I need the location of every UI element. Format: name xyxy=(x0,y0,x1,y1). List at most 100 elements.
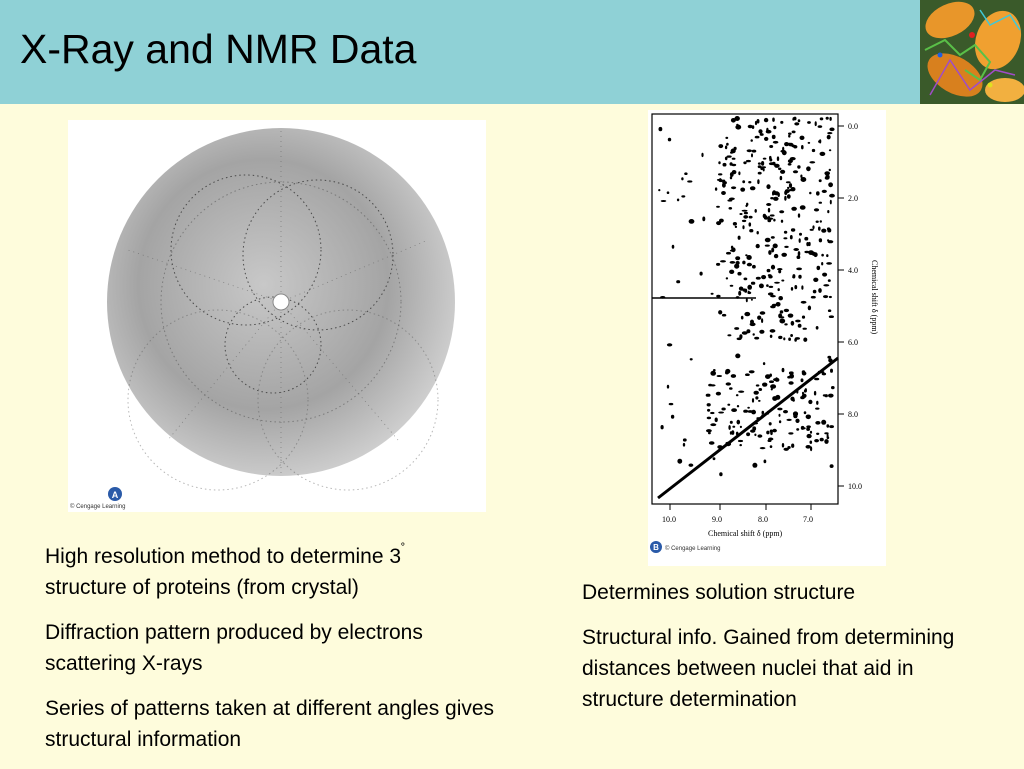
nmr-peak xyxy=(769,429,773,433)
nmr-peak xyxy=(772,428,777,433)
nmr-peak xyxy=(743,161,747,165)
nmr-peak xyxy=(768,250,772,255)
nmr-peak xyxy=(729,176,733,180)
nmr-peak xyxy=(724,156,728,161)
nmr-peak xyxy=(806,242,810,247)
nmr-peak xyxy=(797,213,801,218)
nmr-peak xyxy=(795,319,801,323)
nmr-peak xyxy=(805,414,811,420)
nmr-peak xyxy=(731,157,736,160)
nmr-peak xyxy=(777,288,780,292)
nmr-peak xyxy=(746,262,752,267)
nmr-peak xyxy=(660,200,667,202)
nmr-peak xyxy=(710,370,716,376)
nmr-peak xyxy=(800,378,804,383)
nmr-peak xyxy=(821,189,827,193)
nmr-peak xyxy=(822,272,828,277)
figure-a-badge-circle xyxy=(108,487,122,501)
nmr-peak xyxy=(739,425,742,429)
nmr-y-tick: 0.0 xyxy=(848,122,858,131)
nmr-peak xyxy=(706,416,712,420)
nmr-peak xyxy=(729,387,733,390)
nmr-peak xyxy=(701,152,704,158)
nmr-peak xyxy=(713,369,716,372)
nmr-peak xyxy=(770,384,777,389)
nmr-peak xyxy=(737,271,742,276)
nmr-peak xyxy=(721,191,726,195)
nmr-peak xyxy=(780,120,784,124)
nmr-peak xyxy=(772,243,778,249)
nmr-peak xyxy=(737,235,741,240)
nmr-peak xyxy=(707,408,711,412)
nmr-peak xyxy=(769,445,773,448)
nmr-peak xyxy=(763,117,769,123)
nmr-peak xyxy=(769,373,772,377)
nmr-peak xyxy=(781,443,785,448)
nmr-peak xyxy=(751,125,755,129)
nmr-peak xyxy=(778,420,782,424)
nmr-peak xyxy=(764,244,770,247)
nmr-peak xyxy=(808,399,813,405)
nmr-peak xyxy=(773,125,777,130)
nmr-peak xyxy=(817,125,823,128)
nmr-peak xyxy=(784,142,789,147)
nmr-peak xyxy=(735,256,741,261)
nmr-peak xyxy=(722,179,726,185)
nmr-peak xyxy=(778,413,781,417)
nmr-peak xyxy=(801,285,804,290)
nmr-peak xyxy=(785,181,791,184)
nmr-peak xyxy=(800,174,803,178)
nmr-peak xyxy=(770,295,776,298)
nmr-peak xyxy=(803,337,808,342)
nmr-peak xyxy=(749,186,756,191)
nmr-peak xyxy=(813,277,819,282)
nmr-peak xyxy=(805,445,811,449)
nmr-peak xyxy=(824,171,830,176)
nmr-point-2: Structural info. Gained from determining… xyxy=(582,626,955,711)
nmr-peak xyxy=(826,134,831,140)
xray-point-3: Series of patterns taken at different an… xyxy=(45,697,495,751)
nmr-peak xyxy=(729,261,736,264)
nmr-peak xyxy=(718,173,723,176)
nmr-y-tick: 8.0 xyxy=(848,410,858,419)
nmr-peak xyxy=(726,155,732,158)
nmr-peak xyxy=(788,432,794,435)
nmr-peak xyxy=(819,220,822,223)
nmr-peak xyxy=(720,260,726,263)
nmr-peak xyxy=(734,116,740,121)
nmr-peak xyxy=(767,207,771,213)
nmr-peak xyxy=(735,124,742,130)
nmr-peak xyxy=(757,434,763,438)
nmr-peak xyxy=(732,425,736,428)
nmr-peak xyxy=(787,163,792,166)
nmr-peak xyxy=(667,137,672,142)
nmr-peak xyxy=(809,440,813,444)
nmr-peak xyxy=(767,218,772,223)
nmr-peak xyxy=(803,389,807,393)
nmr-peak xyxy=(779,210,785,214)
nmr-peak xyxy=(826,436,830,440)
nmr-peak xyxy=(751,398,755,403)
nmr-peak xyxy=(747,410,754,413)
nmr-peak xyxy=(728,425,731,430)
nmr-peak xyxy=(706,429,712,433)
nmr-peak xyxy=(783,410,788,414)
nmr-peak xyxy=(806,427,810,431)
nmr-peak xyxy=(807,305,812,311)
nmr-peak xyxy=(757,165,762,169)
nmr-peak xyxy=(809,228,814,231)
nmr-peak xyxy=(781,150,787,156)
nmr-peak xyxy=(806,433,812,439)
nmr-peak xyxy=(801,315,806,319)
nmr-peak xyxy=(792,117,797,121)
nmr-peak xyxy=(774,163,780,168)
nmr-peak xyxy=(748,370,755,374)
nmr-peak xyxy=(755,384,760,387)
xray-point-2: Diffraction pattern produced by electron… xyxy=(45,621,423,675)
nmr-peak xyxy=(778,335,783,340)
nmr-peak xyxy=(777,407,783,411)
nmr-peak xyxy=(787,313,794,318)
nmr-peak xyxy=(732,222,737,226)
nmr-peak xyxy=(716,375,722,377)
nmr-peak xyxy=(829,425,834,429)
